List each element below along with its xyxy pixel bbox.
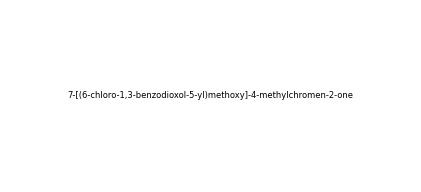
Text: 7-[(6-chloro-1,3-benzodioxol-5-yl)methoxy]-4-methylchromen-2-one: 7-[(6-chloro-1,3-benzodioxol-5-yl)methox… (67, 92, 354, 100)
